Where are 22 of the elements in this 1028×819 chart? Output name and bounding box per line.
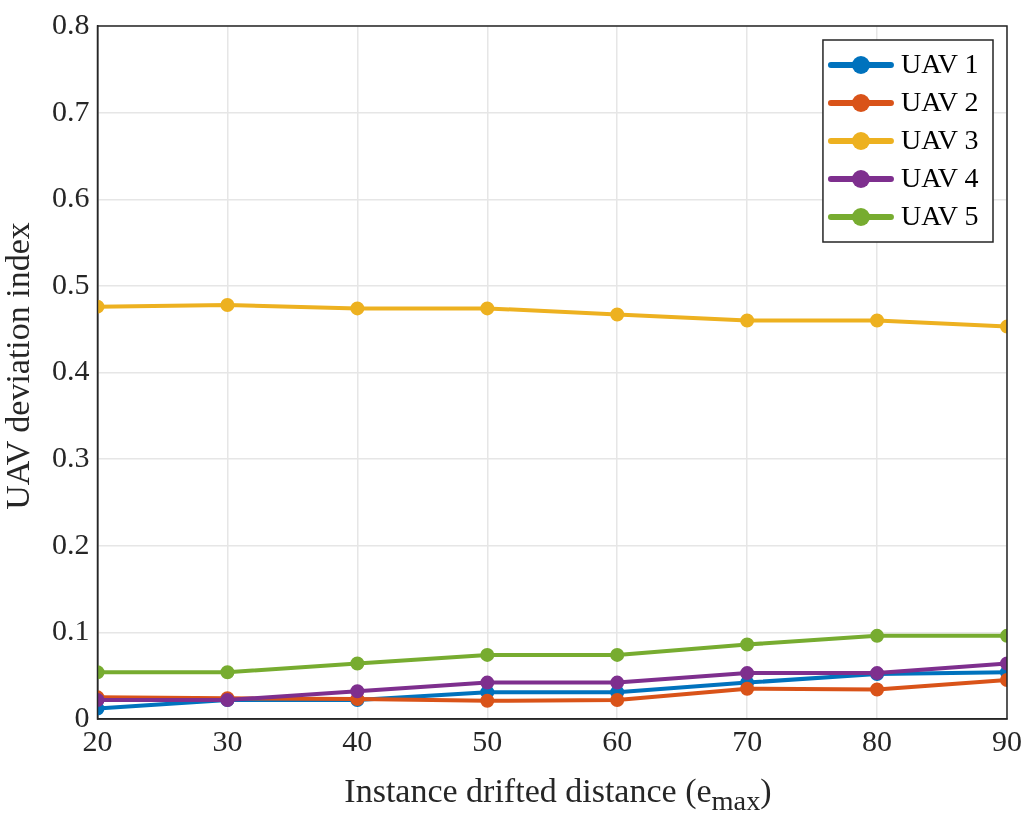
x-tick-label: 70 (732, 723, 763, 757)
y-tick-label: 0.5 (52, 266, 90, 300)
legend-label: UAV 5 (900, 200, 979, 232)
x-tick-label: 30 (212, 723, 243, 757)
y-tick-label: 0.4 (52, 353, 90, 387)
x-tick-label: 80 (862, 723, 893, 757)
y-tick-label: 0.6 (52, 180, 90, 214)
legend-label: UAV 1 (900, 48, 979, 80)
legend-label: UAV 4 (900, 162, 979, 194)
x-tick-label: 90 (992, 723, 1022, 757)
y-tick-label: 0.2 (52, 526, 90, 560)
y-tick-label: 0.7 (52, 93, 90, 127)
y-tick-label: 0.8 (52, 6, 90, 40)
legend-label: UAV 2 (900, 86, 979, 118)
x-tick-label: 40 (342, 723, 373, 757)
legend-label: UAV 3 (900, 124, 979, 156)
y-tick-label: 0.3 (52, 440, 90, 473)
x-tick-label: 60 (602, 723, 633, 757)
y-axis-title: UAV deviation index (0, 222, 37, 510)
y-tick-label: 0.1 (52, 613, 90, 647)
x-tick-label: 50 (472, 723, 503, 757)
x-axis-title: Instance drifted distance (e$_{max}$) (343, 772, 773, 817)
